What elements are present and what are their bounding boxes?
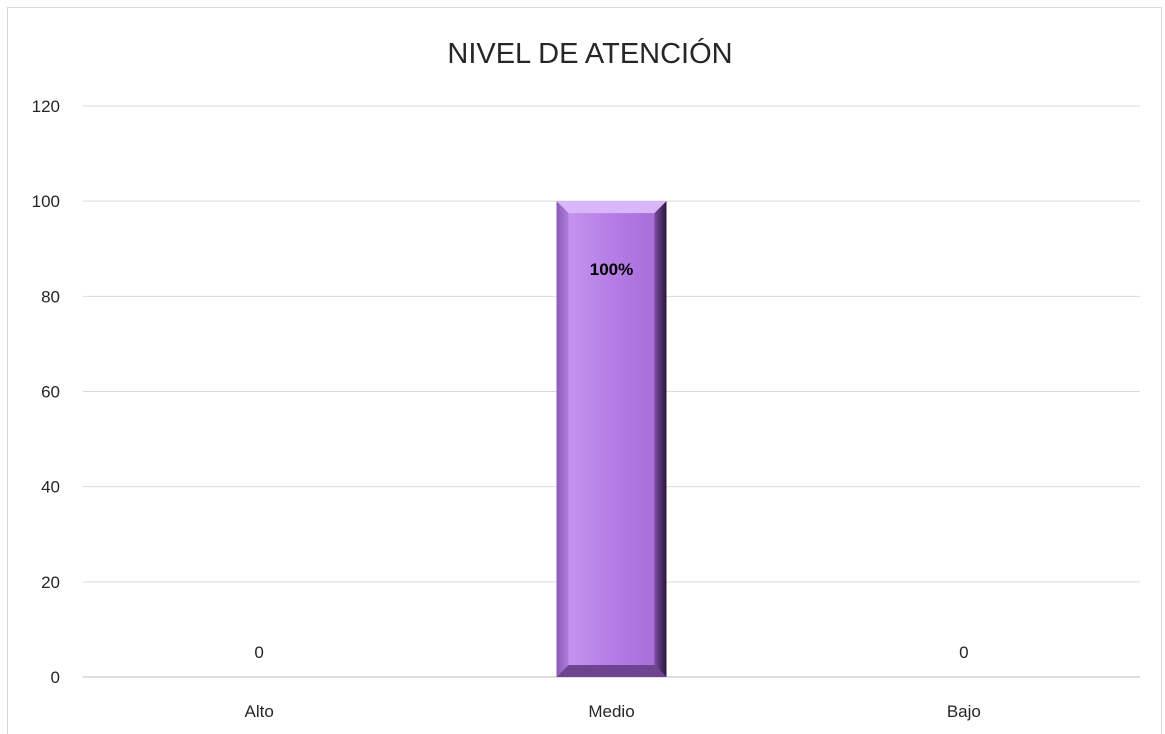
bar-medio	[556, 201, 667, 677]
data-label-bajo: 0	[959, 643, 968, 662]
y-tick-label: 40	[41, 478, 60, 497]
y-tick-label: 0	[51, 668, 60, 687]
bars	[556, 201, 667, 677]
data-label-alto: 0	[254, 643, 263, 662]
y-tick-label: 60	[41, 383, 60, 402]
x-tick-label-bajo: Bajo	[947, 702, 981, 721]
y-axis-ticks: 0 20 40 60 80 100 120	[32, 97, 60, 687]
y-tick-label: 120	[32, 97, 60, 116]
chart-title: NIVEL DE ATENCIÓN	[447, 37, 732, 70]
x-tick-label-alto: Alto	[245, 702, 274, 721]
y-tick-label: 80	[41, 287, 60, 306]
data-labels: 0 100% 0	[254, 260, 968, 662]
y-tick-label: 20	[41, 573, 60, 592]
x-axis-ticks: Alto Medio Bajo	[245, 702, 981, 721]
x-tick-label-medio: Medio	[588, 702, 634, 721]
y-tick-label: 100	[32, 192, 60, 211]
data-label-medio: 100%	[590, 260, 633, 279]
